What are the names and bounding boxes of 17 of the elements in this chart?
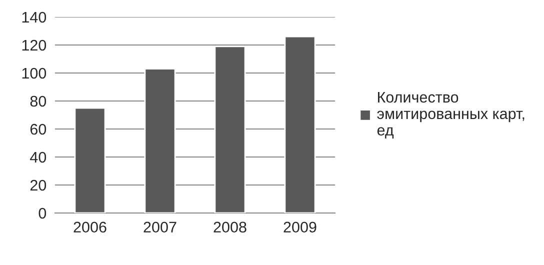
y-tick-label: 140 (22, 12, 46, 23)
x-tick-label: 2008 (214, 222, 246, 233)
y-tick-label: 100 (22, 68, 46, 79)
bar (74, 107, 106, 213)
x-tick-label: 2007 (144, 222, 176, 233)
x-tick-label: 2006 (74, 222, 106, 233)
y-tick-label: 20 (30, 180, 46, 191)
y-tick-label: 0 (38, 208, 46, 219)
x-tick-label: 2009 (284, 222, 316, 233)
y-tick-label: 80 (30, 96, 46, 107)
y-tick-label: 120 (22, 40, 46, 51)
y-tick-label: 40 (30, 152, 46, 163)
legend-label: Количество эмитированных карт, ед (377, 92, 524, 138)
bar (284, 36, 316, 213)
bar (214, 46, 246, 213)
y-tick-label: 60 (30, 124, 46, 135)
bar (144, 68, 176, 213)
